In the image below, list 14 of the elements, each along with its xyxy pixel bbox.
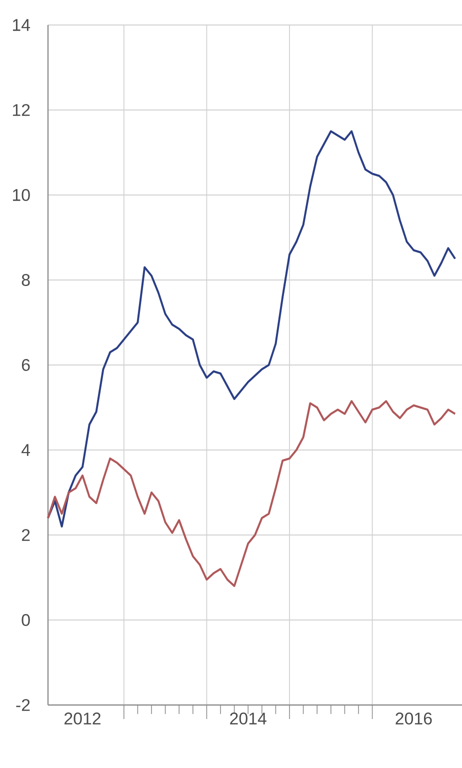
y-tick-label: 6 <box>22 359 30 371</box>
x-tick-label: 2012 <box>64 712 100 725</box>
y-tick-label: 10 <box>12 189 30 201</box>
y-tick-label: 2 <box>22 529 30 541</box>
y-tick-label: 8 <box>22 274 30 286</box>
y-tick-label: 14 <box>12 19 30 31</box>
y-tick-label: -2 <box>16 699 30 711</box>
line-series <box>47 130 456 528</box>
x-tick-label: 2016 <box>396 712 432 725</box>
y-tick-label: 0 <box>22 614 30 626</box>
x-tick-label: 2014 <box>230 712 266 725</box>
y-tick-label: 12 <box>12 104 30 116</box>
line-series <box>47 400 456 587</box>
y-tick-label: 4 <box>21 444 30 456</box>
